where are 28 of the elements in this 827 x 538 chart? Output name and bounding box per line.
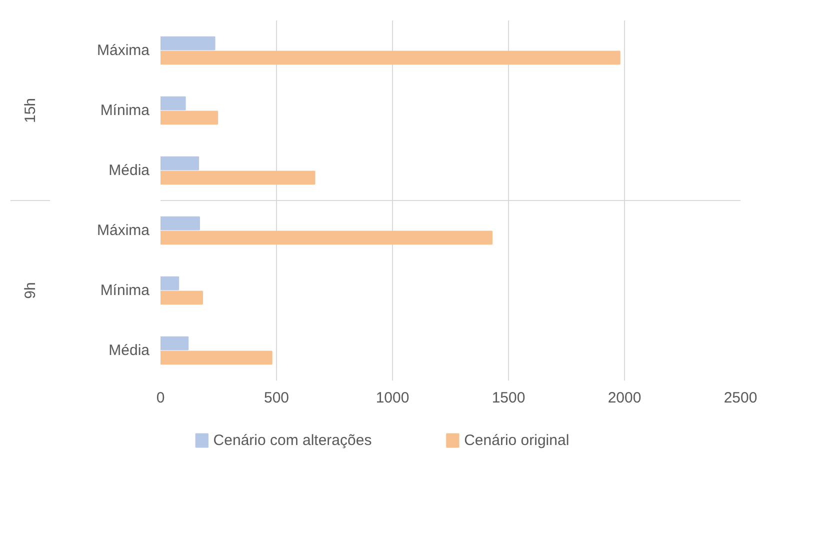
x-tick-label: 500 [264,390,290,406]
bar [160,350,272,365]
bar [160,156,200,170]
bar [160,230,493,245]
x-tick-label: 1000 [376,390,410,406]
y-tick-label: Mínima [100,282,150,299]
x-tick-label: 1500 [492,390,526,406]
x-tick-label: 2500 [724,390,758,406]
bar [160,110,218,125]
y-tick-label: Mínima [100,102,150,119]
bar [160,336,189,350]
bar [160,36,216,50]
legend-label: Cenário original [464,432,570,449]
x-tick-label: 0 [156,390,165,406]
bar [160,216,200,230]
y-tick-label: Média [108,162,150,179]
bar [160,96,186,110]
y-tick-label: Máxima [96,42,150,59]
legend-label: Cenário com alterações [213,432,372,449]
bar [160,276,180,290]
bar [160,170,316,185]
text: 15h [22,98,39,124]
x-tick-label: 2000 [608,390,642,406]
bar [160,290,203,305]
y-tick-label: Máxima [96,222,150,239]
y-tick-label: Média [108,342,150,359]
bar [160,50,620,65]
text: 9h [22,282,39,299]
